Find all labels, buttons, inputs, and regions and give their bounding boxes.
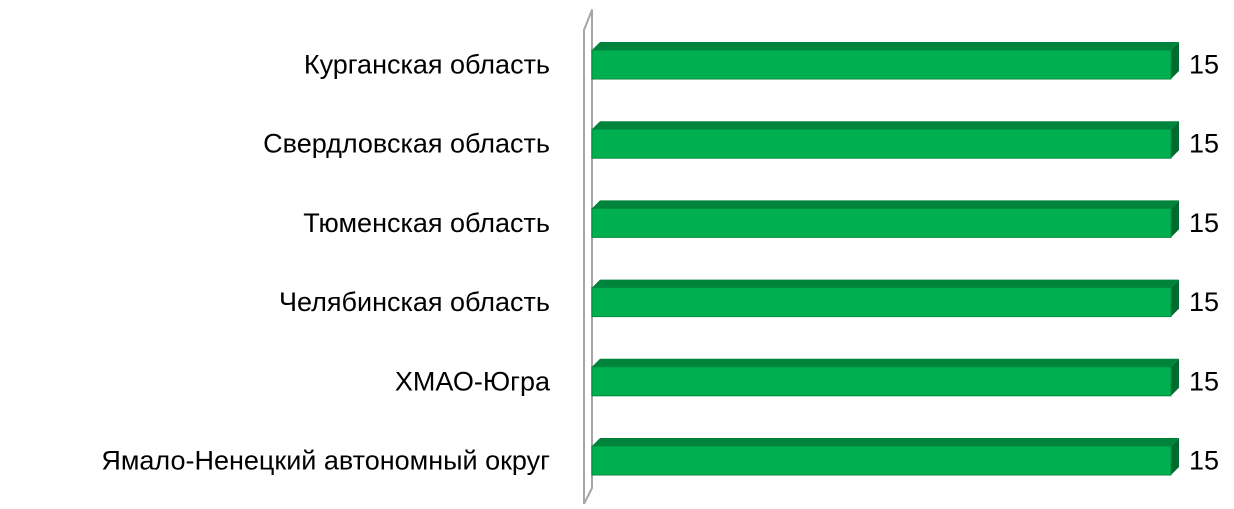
bar-side-face — [1171, 438, 1179, 475]
category-label: Ямало-Ненецкий автономный округ — [101, 446, 550, 476]
bar — [591, 207, 1172, 238]
bar-side-face — [1171, 121, 1179, 159]
bar-side-face — [1171, 279, 1179, 317]
bar-side-face — [1171, 200, 1179, 238]
data-label: 15 — [1189, 287, 1219, 317]
bar — [591, 366, 1172, 397]
bars-group — [591, 42, 1179, 476]
bar-top-face — [592, 438, 1179, 446]
bar-side-face — [1171, 358, 1179, 396]
bar-top-face — [592, 279, 1179, 288]
bar-top-face — [592, 121, 1179, 130]
category-label: Челябинская область — [279, 287, 550, 317]
bar-top-face — [592, 200, 1179, 209]
data-label: 15 — [1189, 129, 1219, 159]
category-labels: Курганская область Свердловская область Тю… — [101, 50, 551, 476]
bar-top-face — [592, 42, 1179, 50]
data-labels: 15 15 15 15 15 15 — [1189, 50, 1219, 476]
data-label: 15 — [1189, 50, 1219, 80]
bar — [591, 49, 1172, 80]
category-label: Свердловская область — [263, 129, 550, 159]
category-label: ХМАО-Югра — [395, 366, 551, 396]
category-label: Тюменская область — [303, 208, 550, 238]
category-label: Курганская область — [304, 50, 550, 80]
data-label: 15 — [1189, 446, 1219, 476]
bar — [591, 287, 1172, 318]
data-label: 15 — [1189, 366, 1219, 396]
category-axis — [583, 9, 593, 505]
bar — [591, 128, 1172, 159]
axis-wall — [583, 9, 593, 505]
bar — [591, 445, 1172, 476]
bar-top-face — [592, 358, 1179, 367]
bar-side-face — [1171, 42, 1179, 79]
data-label: 15 — [1189, 208, 1219, 238]
